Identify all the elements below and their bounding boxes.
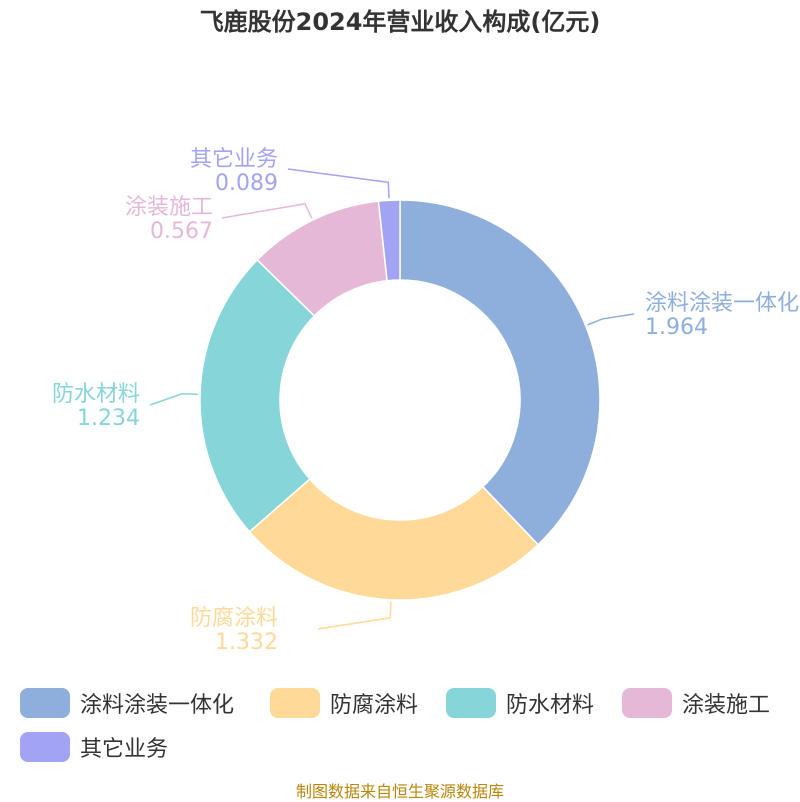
data-source-note: 制图数据来自恒生聚源数据库 (295, 782, 504, 801)
leader-line-2 (149, 393, 199, 406)
legend-swatch-2 (446, 688, 496, 718)
donut-slice-1[interactable] (248, 477, 540, 601)
slice-label-1: 防腐涂料 (190, 606, 278, 631)
leader-line-1 (317, 601, 392, 630)
slice-value-4: 0.089 (215, 171, 278, 196)
legend-label-1: 防腐涂料 (330, 693, 419, 718)
leader-line-4 (287, 168, 390, 199)
legend-item-0[interactable]: 涂料涂装一体化 (20, 686, 234, 720)
legend-swatch-3 (622, 688, 672, 718)
slice-label-2: 防水材料 (52, 382, 140, 407)
slice-label-4: 其它业务 (190, 147, 278, 172)
slice-value-1: 1.332 (215, 630, 278, 655)
legend-swatch-4 (20, 732, 70, 762)
donut-slice-2[interactable] (199, 258, 316, 533)
chart-title: 飞鹿股份2024年营业收入构成(亿元) (199, 8, 601, 36)
legend-swatch-1 (270, 688, 320, 718)
legend-item-1[interactable]: 防腐涂料 (270, 686, 418, 720)
legend-label-3: 涂装施工 (682, 693, 771, 718)
donut-slice-0[interactable] (399, 199, 601, 546)
slice-value-2: 1.234 (77, 406, 140, 431)
legend-swatch-0 (20, 688, 70, 718)
legend-label-4: 其它业务 (80, 737, 169, 762)
slice-label-3: 涂装施工 (125, 195, 213, 220)
legend-item-3[interactable]: 涂装施工 (622, 686, 770, 720)
leader-line-0 (587, 313, 635, 326)
slice-value-0: 1.964 (645, 315, 708, 340)
legend-label-2: 防水材料 (506, 693, 595, 718)
legend-label-0: 涂料涂装一体化 (80, 693, 235, 718)
slice-value-3: 0.567 (150, 219, 213, 244)
legend-item-4[interactable]: 其它业务 (20, 730, 168, 764)
legend-item-2[interactable]: 防水材料 (446, 686, 594, 720)
slice-label-0: 涂料涂装一体化 (645, 291, 799, 316)
donut-slice-4[interactable] (377, 199, 401, 282)
leader-line-3 (221, 202, 313, 219)
